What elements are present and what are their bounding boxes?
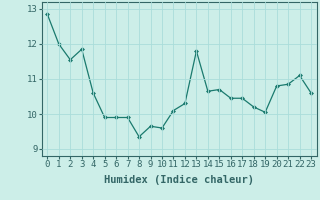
X-axis label: Humidex (Indice chaleur): Humidex (Indice chaleur) — [104, 175, 254, 185]
